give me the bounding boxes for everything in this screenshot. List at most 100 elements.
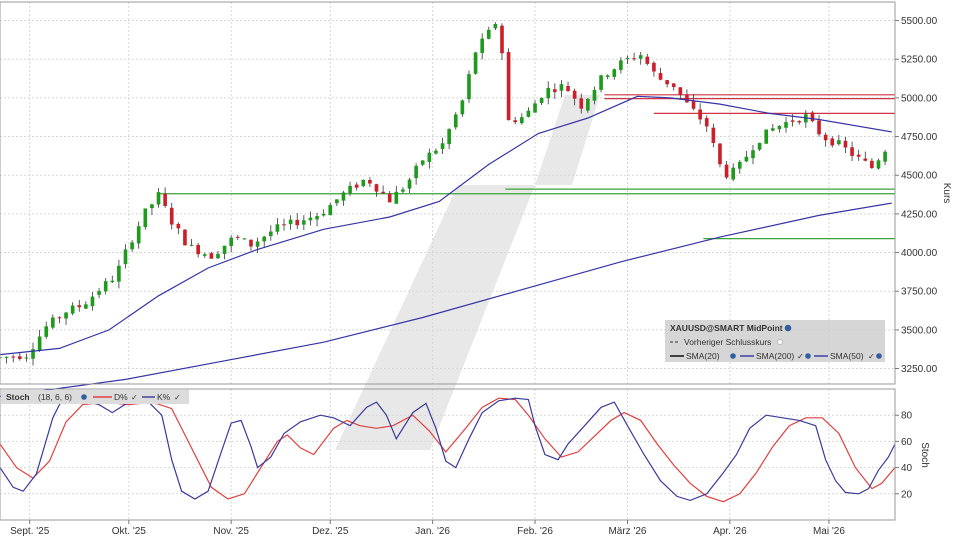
candle-body	[691, 100, 696, 109]
candle-body	[361, 179, 366, 187]
stoch-legend: Stoch (18, 6, 6) D% ✓ K% ✓	[1, 390, 189, 404]
info-icon[interactable]	[784, 324, 792, 332]
candle-body	[744, 156, 749, 162]
candle-body	[282, 224, 286, 226]
y-tick-label: 3250.00	[901, 364, 938, 375]
candle-body	[770, 128, 775, 131]
candlestick-series	[0, 22, 887, 366]
candle-body	[354, 184, 359, 188]
visibility-check-icon[interactable]: ✓	[868, 352, 875, 361]
candle-body	[467, 74, 471, 100]
legend-title: XAUUSD@SMART MidPoint	[670, 323, 783, 333]
candle-body	[401, 189, 405, 192]
visibility-check-icon[interactable]: ✓	[797, 352, 804, 361]
candle-body	[11, 356, 16, 358]
price-axis-ticks: 3250.00 3500.00 3750.00 4000.00 4250.00 4500.…	[895, 16, 938, 375]
stoch-panel-frame	[0, 388, 896, 521]
candle-body	[176, 223, 181, 229]
y-tick-label: 4750.00	[901, 132, 938, 143]
candle-body	[553, 89, 557, 93]
candle-body	[315, 216, 319, 220]
sma-line	[0, 202, 892, 397]
settings-icon[interactable]	[805, 353, 811, 359]
candle-body	[473, 52, 478, 74]
candle-body	[90, 296, 95, 307]
y-tick-label: 4250.00	[901, 209, 938, 220]
candle-body	[731, 167, 735, 180]
visibility-check-icon[interactable]: ✓	[174, 393, 181, 402]
candle-body	[37, 336, 42, 351]
legend-item-sma20: SMA(20)	[686, 351, 720, 361]
candle-body	[460, 100, 465, 115]
candle-body	[143, 208, 148, 228]
candle-body	[513, 120, 518, 123]
candle-body	[837, 140, 841, 145]
settings-icon[interactable]	[81, 394, 87, 400]
candle-body	[843, 140, 848, 148]
candle-body	[150, 204, 154, 209]
candle-body	[31, 349, 35, 359]
toggle-icon[interactable]	[777, 339, 783, 345]
candle-body	[823, 134, 828, 141]
candle-body	[539, 97, 544, 103]
candle-body	[183, 229, 187, 246]
candle-body	[447, 129, 451, 145]
candle-body	[4, 356, 9, 358]
candle-body	[440, 143, 445, 150]
candle-body	[599, 75, 603, 90]
stoch-axis-label: Stoch	[919, 442, 930, 468]
x-tick-label: Jan. '26	[415, 526, 450, 537]
price-panel-frame	[0, 1, 896, 385]
candle-body	[222, 245, 227, 254]
candle-body	[698, 109, 702, 120]
visibility-check-icon[interactable]: ✓	[131, 393, 138, 402]
candle-body	[572, 90, 577, 99]
candle-body	[652, 62, 656, 72]
candle-body	[229, 237, 233, 246]
candle-body	[249, 239, 253, 247]
candle-body	[202, 254, 207, 256]
legend-item-k: K%	[157, 392, 171, 402]
candle-body	[704, 118, 709, 127]
candle-body	[883, 151, 887, 162]
sma-line	[0, 95, 892, 356]
candle-body	[414, 165, 418, 179]
settings-icon[interactable]	[876, 353, 882, 359]
candle-body	[586, 98, 590, 111]
candle-body	[84, 304, 88, 309]
candle-body	[136, 226, 141, 244]
candle-body	[216, 253, 220, 259]
candle-body	[434, 150, 438, 154]
candle-body	[685, 94, 689, 103]
candle-body	[77, 305, 82, 308]
settings-icon[interactable]	[730, 353, 736, 359]
candle-body	[328, 205, 333, 216]
candle-body	[519, 117, 524, 124]
y-tick-label: 20	[901, 489, 913, 500]
x-tick-label: März '26	[608, 526, 646, 537]
y-tick-label: 3750.00	[901, 287, 938, 298]
candle-body	[764, 129, 769, 144]
candle-body	[645, 56, 650, 64]
stoch-line	[0, 397, 896, 502]
y-tick-label: 4000.00	[901, 248, 938, 259]
candle-body	[427, 152, 432, 162]
candle-body	[70, 305, 75, 314]
candle-body	[110, 280, 115, 283]
x-tick-label: Sept. '25	[10, 526, 50, 537]
candle-body	[235, 236, 240, 238]
y-tick-label: 40	[901, 463, 913, 474]
candle-body	[381, 191, 385, 194]
candle-body	[308, 217, 313, 221]
candle-body	[387, 193, 392, 203]
candle-body	[665, 80, 669, 85]
candle-body	[17, 356, 22, 359]
stoch-gridlines	[0, 389, 895, 520]
candle-body	[863, 158, 868, 161]
candle-body	[566, 86, 570, 92]
candle-body	[876, 160, 881, 169]
candle-body	[678, 87, 683, 95]
candle-body	[605, 75, 610, 77]
candle-body	[500, 25, 504, 54]
